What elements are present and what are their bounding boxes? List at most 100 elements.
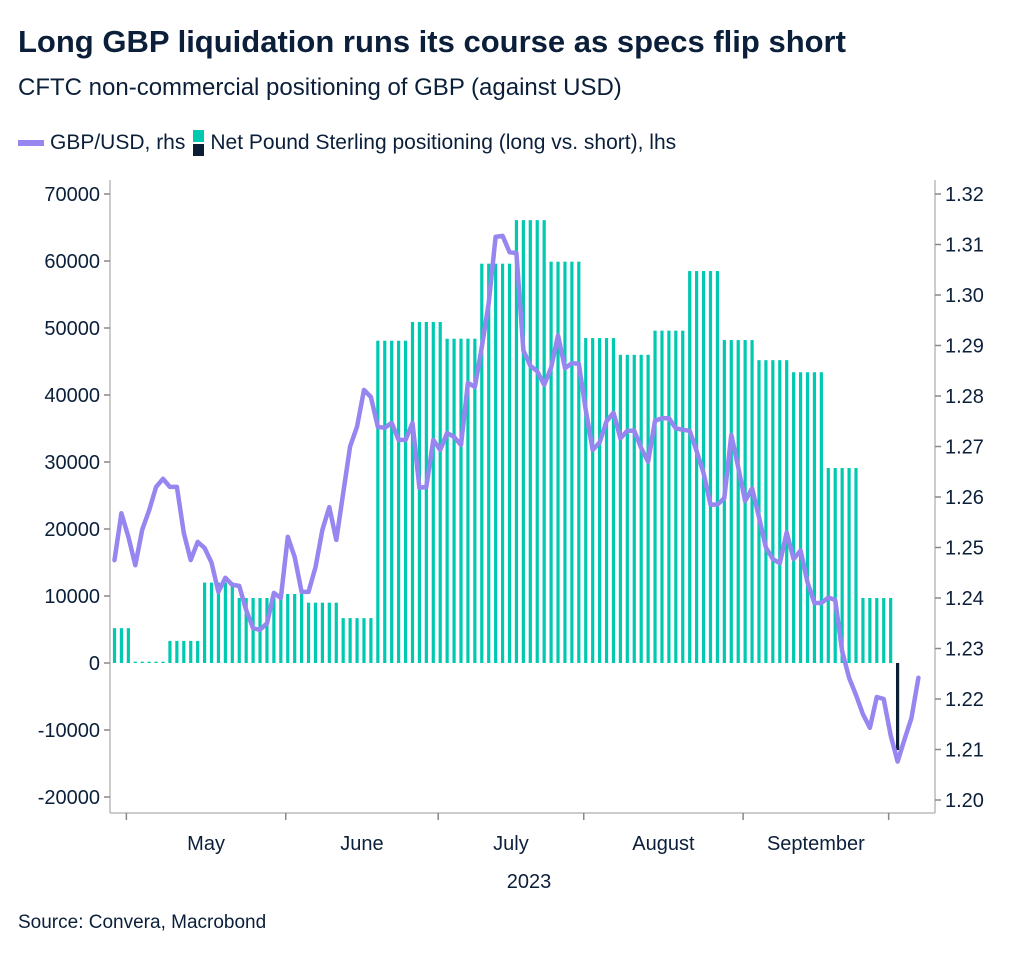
tick-labels: 70000 60000 50000 40000 30000 20000 10000 0 -100… [38,184,984,855]
position-bar [660,330,664,663]
left-tick-label: 60000 [44,251,100,273]
left-tick-label: 0 [89,653,100,675]
position-bar [584,338,588,663]
position-bar [798,372,803,663]
position-bar [265,598,269,663]
position-bar [688,271,692,663]
position-bar [722,340,726,663]
position-bar [293,593,297,663]
position-bar [376,340,380,663]
position-bar [175,640,179,663]
position-bar [549,261,553,663]
position-bar [244,598,248,663]
line-series [112,233,921,764]
position-bar [410,321,415,663]
position-bar [861,598,865,663]
position-bar [812,372,817,663]
position-bar [126,628,130,663]
position-bar [452,338,456,663]
right-tick-label: 1.21 [945,740,984,762]
position-bar [868,598,872,663]
position-bar [875,598,879,663]
position-bar [445,338,449,663]
position-bar [535,220,539,663]
position-bar [895,663,900,751]
legend: GBP/USD, rhs Net Pound Sterling position… [18,130,676,156]
position-bar [133,661,137,663]
right-tick-label: 1.32 [945,184,984,206]
position-bar [147,661,151,663]
right-tick-label: 1.26 [945,487,984,509]
position-bar [196,640,200,663]
position-bar [417,321,422,663]
position-bar [355,618,359,663]
position-bar [494,263,498,663]
left-tick-label: -20000 [38,787,100,809]
position-bar [348,618,352,663]
legend-bar-swatch [193,130,205,156]
position-bar [514,220,519,663]
right-tick-label: 1.31 [945,235,984,257]
position-bar [591,338,595,663]
right-tick-label: 1.20 [945,790,984,812]
position-bar [826,468,830,663]
year-label: 2023 [507,871,552,893]
position-bar [736,340,740,663]
position-bar [805,372,810,663]
position-bar [882,598,886,663]
right-tick-label: 1.29 [945,336,984,358]
position-bar [598,338,602,663]
position-bar [459,338,463,663]
position-bar [500,263,505,663]
right-tick-label: 1.22 [945,689,984,711]
source-note: Source: Convera, Macrobond [18,912,267,933]
position-bar [202,582,207,663]
position-bar [230,582,234,663]
position-bar [189,640,193,663]
position-bar [161,661,165,663]
month-label: June [340,833,383,855]
position-bar [306,602,311,663]
left-tick-label: 20000 [44,519,100,541]
month-label: May [187,833,225,855]
position-bar [618,354,622,663]
position-bar [639,354,643,663]
position-bar [604,338,609,663]
position-bar [119,628,124,663]
position-bar [570,261,574,663]
position-bar [889,598,893,663]
position-bar [286,593,290,663]
left-tick-label: 10000 [44,586,100,608]
month-label: September [767,833,865,855]
legend-line-label: GBP/USD, rhs [50,131,186,154]
position-bar [847,468,851,663]
position-bar [341,618,345,663]
position-bar [334,602,338,663]
position-bar [792,372,796,663]
position-bar [168,640,172,663]
position-bar [778,360,782,663]
position-bar [715,271,720,663]
position-bar [362,618,366,663]
position-bar [473,338,477,663]
position-bar [466,338,470,663]
month-label: July [493,833,529,855]
position-bar [438,321,442,663]
right-tick-label: 1.27 [945,437,984,459]
right-tick-label: 1.23 [945,639,984,661]
position-bar [487,263,491,663]
position-bar [369,618,373,663]
right-tick-label: 1.24 [945,588,984,610]
left-tick-label: 40000 [44,385,100,407]
position-bar [681,330,685,663]
position-bar [507,263,512,663]
position-bar [771,360,775,663]
position-bar [764,360,768,663]
position-bar [840,468,844,663]
position-bar [708,271,713,663]
position-bar [646,354,650,663]
position-bar [833,468,837,663]
right-tick-label: 1.25 [945,538,984,560]
axes [104,180,941,820]
